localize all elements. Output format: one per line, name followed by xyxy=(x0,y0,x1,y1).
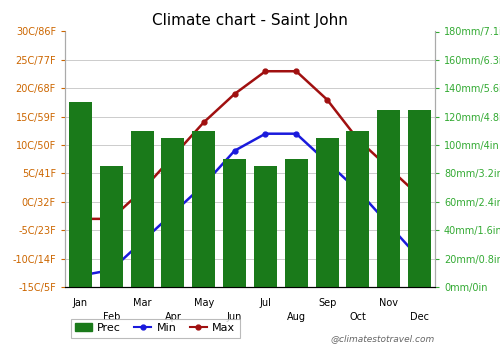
Bar xyxy=(254,166,277,287)
Bar xyxy=(130,131,154,287)
Text: Mar: Mar xyxy=(133,298,152,308)
Bar xyxy=(100,166,123,287)
Text: Oct: Oct xyxy=(350,312,366,322)
Bar xyxy=(346,131,370,287)
Bar xyxy=(192,131,216,287)
Text: Apr: Apr xyxy=(164,312,182,322)
Bar xyxy=(69,103,92,287)
Text: Aug: Aug xyxy=(287,312,306,322)
Text: Nov: Nov xyxy=(380,298,398,308)
Legend: Prec, Min, Max: Prec, Min, Max xyxy=(70,319,239,338)
Bar xyxy=(223,159,246,287)
Text: Jul: Jul xyxy=(260,298,272,308)
Bar xyxy=(162,138,184,287)
Text: Dec: Dec xyxy=(410,312,429,322)
Text: Sep: Sep xyxy=(318,298,336,308)
Text: @climatestotravel.com: @climatestotravel.com xyxy=(331,334,435,343)
Bar xyxy=(408,110,431,287)
Title: Climate chart - Saint John: Climate chart - Saint John xyxy=(152,13,348,28)
Text: May: May xyxy=(194,298,214,308)
Text: Feb: Feb xyxy=(102,312,120,322)
Bar xyxy=(316,138,338,287)
Bar xyxy=(284,159,308,287)
Text: Jan: Jan xyxy=(73,298,88,308)
Bar xyxy=(377,110,400,287)
Text: Jun: Jun xyxy=(227,312,242,322)
